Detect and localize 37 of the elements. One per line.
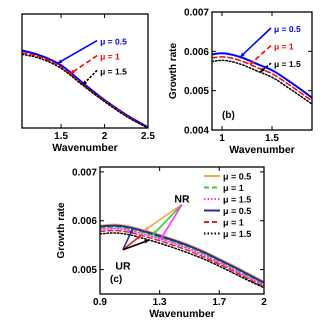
legend-label: μ = 1.5 bbox=[223, 229, 252, 239]
text: μ = 0.5 bbox=[100, 36, 128, 47]
y-axis-title: Growth rate bbox=[168, 42, 179, 100]
annotation: UR bbox=[115, 260, 131, 273]
legend-label: μ = 1.5 bbox=[223, 194, 252, 204]
legend-label: μ = 0.5 bbox=[223, 206, 252, 216]
y-tick-label: 0.006 bbox=[72, 216, 98, 228]
y-tick-label: 0.007 bbox=[72, 167, 98, 178]
x-tick-label: 1.5 bbox=[54, 131, 68, 142]
legend-label: μ = 1.5 bbox=[274, 59, 301, 70]
legend-label: μ = 1 bbox=[223, 218, 244, 228]
text: μ = 0.5 bbox=[274, 24, 301, 34]
legend-label: μ = 1 bbox=[223, 183, 244, 193]
y-tick-label: 0.005 bbox=[72, 265, 98, 276]
x-tick-label: 1.5 bbox=[265, 133, 280, 144]
x-tick-label: 1.7 bbox=[212, 297, 227, 308]
x-tick-label: 2 bbox=[102, 131, 108, 142]
legend-label: μ = 0.5 bbox=[223, 172, 252, 182]
x-tick-label: 1.3 bbox=[152, 297, 168, 308]
text: μ = 1 bbox=[100, 52, 120, 62]
annotation: (c) bbox=[110, 274, 122, 285]
y-tick-label: 0.004 bbox=[184, 126, 210, 136]
y-tick-label: 0.006 bbox=[184, 46, 210, 58]
x-tick-label: 1 bbox=[219, 133, 226, 144]
x-axis-title: Wavenumber bbox=[52, 142, 118, 154]
x-tick-label: 0.9 bbox=[93, 297, 108, 308]
annotation: NR bbox=[174, 194, 190, 206]
x-tick-label: 2.5 bbox=[141, 131, 156, 142]
annotation: (b) bbox=[222, 110, 235, 121]
y-tick-label: 0.007 bbox=[184, 8, 210, 18]
text: μ = 1.5 bbox=[100, 66, 128, 76]
y-tick-label: 0.005 bbox=[184, 86, 210, 98]
x-axis-title: Wavenumber bbox=[149, 308, 215, 320]
text: μ = 1 bbox=[274, 42, 294, 52]
x-axis-title: Wavenumber bbox=[229, 144, 295, 156]
y-axis-title: Growth rate bbox=[56, 202, 67, 259]
x-tick-label: 2 bbox=[261, 297, 268, 308]
